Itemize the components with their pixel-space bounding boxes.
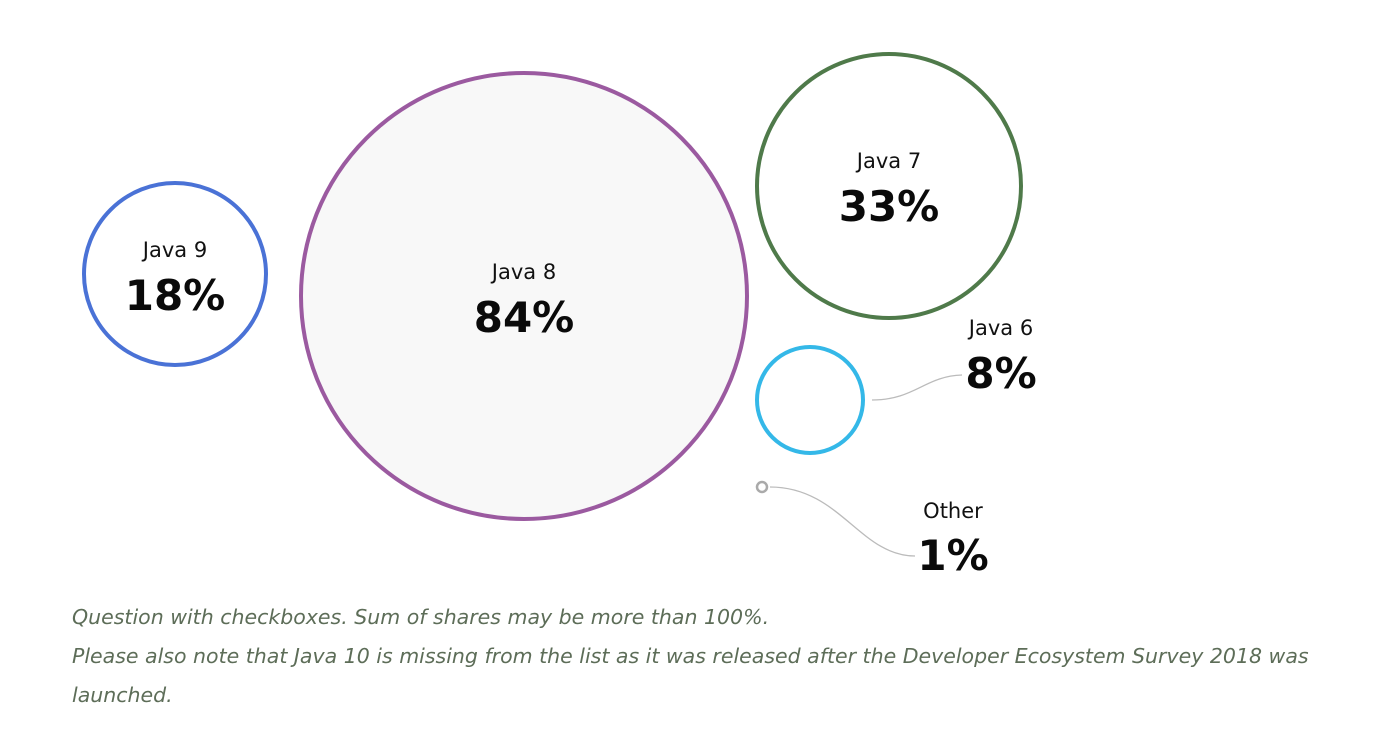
- label-name-java-8: Java 8: [490, 260, 556, 284]
- label-name-java-7: Java 7: [855, 149, 921, 173]
- label-value-other: 1%: [917, 531, 988, 580]
- label-value-java-6: 8%: [965, 349, 1036, 398]
- connector-other: [769, 486, 916, 557]
- footnote-line-2: Please also note that Java 10 is missing…: [72, 644, 1309, 707]
- bubble-java-8: [299, 71, 749, 521]
- footnote-line-1: Question with checkboxes. Sum of shares …: [72, 605, 770, 629]
- label-name-other: Other: [923, 499, 983, 523]
- label-value-java-8: 84%: [474, 293, 575, 342]
- bubble-java-7: [755, 52, 1023, 320]
- bubble-other: [755, 480, 769, 494]
- label-value-java-7: 33%: [839, 182, 940, 231]
- label-value-java-9: 18%: [125, 271, 226, 320]
- connector-java-6: [871, 374, 963, 401]
- label-name-java-9: Java 9: [141, 238, 207, 262]
- bubble-chart: Java 9 18% Java 8 84% Java 7 33% Java 6 …: [82, 52, 1037, 580]
- label-name-java-6: Java 6: [967, 316, 1033, 340]
- chart-footnote: Question with checkboxes. Sum of shares …: [72, 598, 1372, 715]
- bubble-java-6: [755, 345, 865, 455]
- bubble-java-9: [82, 181, 268, 367]
